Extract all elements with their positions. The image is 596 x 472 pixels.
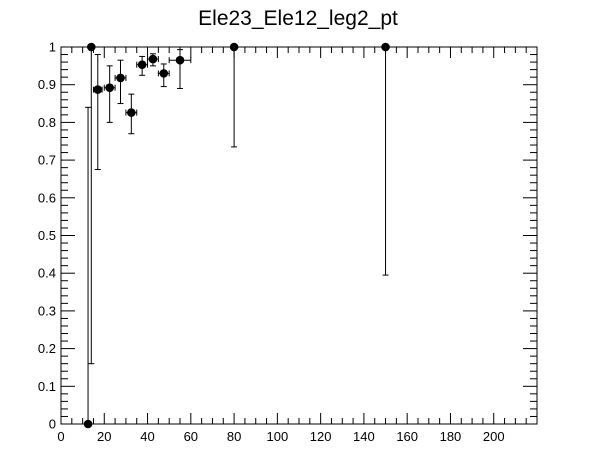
x-tick-label: 120 — [310, 429, 332, 444]
data-point — [125, 93, 138, 135]
data-marker — [127, 108, 136, 117]
chart-title: Ele23_Ele12_leg2_pt — [198, 7, 398, 30]
data-series — [83, 42, 390, 429]
data-point — [157, 63, 170, 88]
data-point — [147, 53, 159, 67]
data-point — [229, 42, 239, 148]
data-marker — [116, 73, 125, 83]
y-tick-label: 0 — [49, 417, 56, 432]
y-tick-label: 0.5 — [38, 228, 56, 243]
x-tick-label: 0 — [57, 429, 64, 444]
y-tick-label: 0.6 — [38, 190, 56, 205]
x-tick-label: 40 — [140, 429, 154, 444]
data-point — [103, 65, 116, 123]
data-point — [136, 55, 149, 76]
x-tick-label: 200 — [483, 429, 505, 444]
y-tick-label: 0.7 — [38, 153, 56, 168]
data-point — [114, 59, 127, 105]
data-marker — [148, 54, 158, 64]
x-tick-label: 160 — [396, 429, 418, 444]
data-marker — [175, 55, 185, 65]
y-tick-label: 0.4 — [38, 266, 56, 281]
y-tick-label: 0.9 — [38, 77, 56, 92]
data-marker — [229, 42, 239, 52]
data-marker — [86, 42, 96, 52]
y-axis: 0 0.1 0.2 0.3 0.4 0.5 0.6 0.7 0.8 0.9 1 — [38, 40, 537, 432]
data-point — [92, 54, 103, 171]
data-point — [83, 106, 93, 429]
x-tick-label: 180 — [440, 429, 462, 444]
y-tick-label: 0.8 — [38, 115, 56, 130]
x-tick-label: 140 — [353, 429, 375, 444]
x-tick-label: 80 — [227, 429, 241, 444]
data-marker — [93, 85, 103, 94]
data-marker — [105, 83, 114, 93]
y-tick-label: 1 — [49, 40, 56, 55]
data-marker — [137, 60, 147, 70]
data-marker — [381, 42, 390, 52]
data-point — [381, 42, 390, 276]
data-point — [86, 42, 96, 365]
x-tick-label: 20 — [97, 429, 111, 444]
y-tick-label: 0.2 — [38, 341, 56, 356]
x-tick-label: 100 — [267, 429, 289, 444]
data-point — [168, 49, 192, 89]
x-tick-label: 60 — [184, 429, 198, 444]
y-tick-label: 0.3 — [38, 303, 56, 318]
x-axis: 0 20 40 60 80 100 120 140 160 180 200 — [57, 47, 538, 444]
data-marker — [159, 69, 169, 78]
y-tick-label: 0.1 — [38, 379, 56, 394]
plot-frame — [60, 46, 538, 425]
data-marker — [83, 419, 93, 429]
